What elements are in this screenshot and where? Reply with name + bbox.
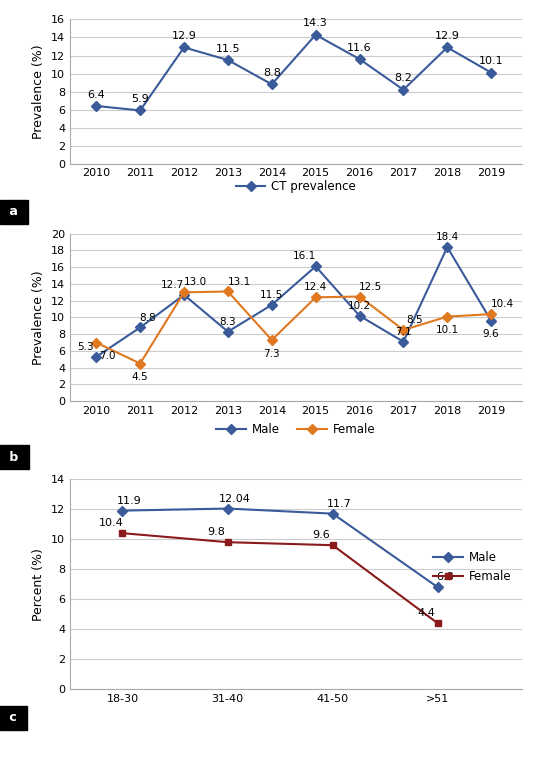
Male	[225, 327, 231, 337]
Male	[400, 337, 407, 347]
CT prevalence	[181, 43, 187, 52]
Female	[268, 336, 275, 345]
Female	[329, 541, 336, 550]
Female	[488, 309, 494, 319]
Female	[400, 326, 407, 335]
Female	[225, 287, 231, 296]
Text: 8.8: 8.8	[263, 68, 281, 78]
Text: 12.9: 12.9	[172, 31, 196, 41]
Text: 16.1: 16.1	[293, 252, 316, 262]
Legend: Male, Female: Male, Female	[428, 547, 516, 588]
Line: Male: Male	[119, 505, 441, 590]
CT prevalence	[268, 79, 275, 89]
Text: 8.8: 8.8	[139, 312, 155, 323]
Text: 12.4: 12.4	[304, 283, 327, 292]
Text: 6.4: 6.4	[87, 90, 105, 100]
Female	[93, 338, 100, 347]
CT prevalence	[444, 43, 450, 52]
Text: 5.3: 5.3	[77, 342, 94, 352]
Female	[444, 312, 450, 321]
Text: 9.6: 9.6	[313, 530, 330, 541]
Legend: CT prevalence: CT prevalence	[231, 175, 360, 198]
Text: 11.9: 11.9	[117, 495, 142, 506]
Text: 10.4: 10.4	[99, 518, 124, 528]
Text: 11.5: 11.5	[216, 44, 240, 54]
Legend: Male, Female: Male, Female	[211, 418, 380, 441]
Male	[488, 316, 494, 326]
Text: 7.1: 7.1	[395, 326, 412, 337]
Female	[224, 538, 231, 547]
Y-axis label: Prevalence (%): Prevalence (%)	[32, 44, 45, 139]
Text: 12.04: 12.04	[218, 494, 251, 503]
Male	[181, 290, 187, 299]
Text: 10.2: 10.2	[348, 301, 371, 311]
Male	[268, 300, 275, 309]
Text: 5.9: 5.9	[131, 94, 149, 104]
Text: 18.4: 18.4	[436, 232, 459, 242]
Male	[435, 583, 441, 592]
Y-axis label: Prevalence (%): Prevalence (%)	[32, 270, 45, 365]
Text: 8.3: 8.3	[220, 317, 236, 326]
Female	[119, 528, 126, 538]
Text: 10.1: 10.1	[436, 326, 459, 335]
Male	[93, 352, 100, 361]
Text: 13.1: 13.1	[228, 277, 251, 287]
Male	[224, 504, 231, 513]
Line: Male: Male	[93, 244, 494, 360]
CT prevalence	[137, 106, 143, 115]
Text: 11.5: 11.5	[260, 290, 284, 300]
Text: 8.5: 8.5	[406, 315, 423, 325]
Line: Female: Female	[93, 288, 494, 367]
Text: 11.6: 11.6	[347, 43, 372, 53]
Female	[181, 287, 187, 297]
Male	[356, 311, 363, 320]
Male	[444, 242, 450, 252]
Male	[119, 506, 126, 515]
CT prevalence	[356, 55, 363, 64]
CT prevalence	[225, 55, 231, 65]
Male	[137, 323, 143, 332]
Text: b: b	[5, 450, 23, 464]
Y-axis label: Percent (%): Percent (%)	[32, 548, 45, 621]
Male	[313, 262, 319, 271]
Text: 4.5: 4.5	[132, 372, 148, 382]
Text: 4.4: 4.4	[417, 608, 436, 619]
CT prevalence	[488, 68, 494, 77]
Text: 11.7: 11.7	[327, 499, 352, 509]
Line: Female: Female	[119, 530, 441, 627]
Text: 12.9: 12.9	[435, 31, 459, 41]
Female	[313, 293, 319, 302]
Text: 13.0: 13.0	[183, 277, 207, 287]
Female	[137, 359, 143, 368]
Text: 7.0: 7.0	[99, 351, 116, 361]
Text: 14.3: 14.3	[303, 19, 328, 29]
Text: 8.2: 8.2	[394, 73, 412, 83]
Text: 12.5: 12.5	[359, 281, 383, 291]
Line: CT prevalence: CT prevalence	[93, 31, 494, 114]
Female	[435, 619, 441, 628]
Text: 9.6: 9.6	[483, 330, 499, 340]
Text: 7.3: 7.3	[264, 349, 280, 358]
Text: 9.8: 9.8	[208, 527, 225, 538]
CT prevalence	[93, 101, 100, 111]
Text: 6.8: 6.8	[436, 573, 454, 583]
Text: a: a	[5, 205, 23, 218]
Text: 10.4: 10.4	[491, 299, 514, 309]
Text: c: c	[5, 711, 22, 724]
CT prevalence	[313, 30, 319, 40]
Male	[329, 509, 336, 518]
Text: 10.1: 10.1	[479, 56, 504, 66]
Female	[356, 292, 363, 301]
Text: 12.7: 12.7	[161, 280, 185, 290]
CT prevalence	[400, 85, 407, 94]
